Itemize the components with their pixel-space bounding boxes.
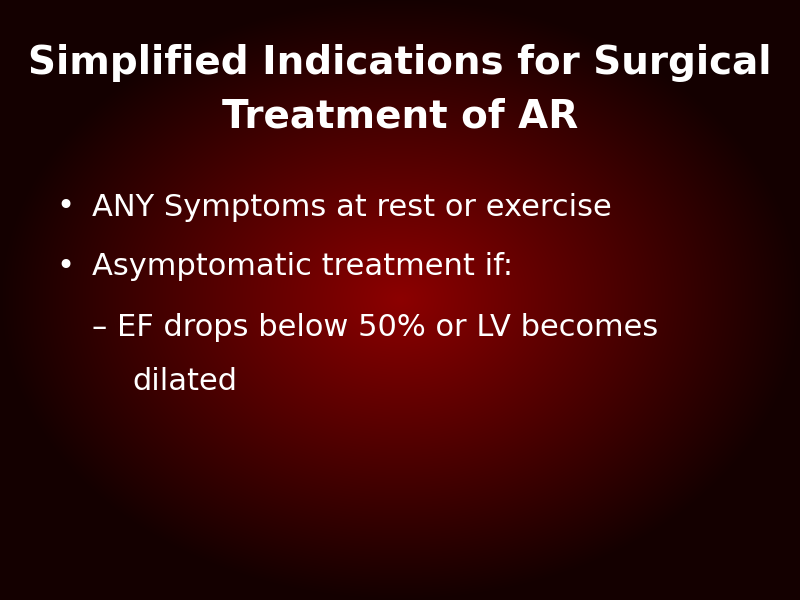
- Text: Simplified Indications for Surgical: Simplified Indications for Surgical: [28, 44, 772, 82]
- Text: Treatment of AR: Treatment of AR: [222, 98, 578, 136]
- Text: ANY Symptoms at rest or exercise: ANY Symptoms at rest or exercise: [92, 193, 612, 221]
- Text: dilated: dilated: [132, 367, 237, 395]
- Text: •: •: [56, 253, 74, 281]
- Text: •: •: [56, 193, 74, 221]
- Text: Asymptomatic treatment if:: Asymptomatic treatment if:: [92, 253, 513, 281]
- Text: – EF drops below 50% or LV becomes: – EF drops below 50% or LV becomes: [92, 313, 658, 341]
